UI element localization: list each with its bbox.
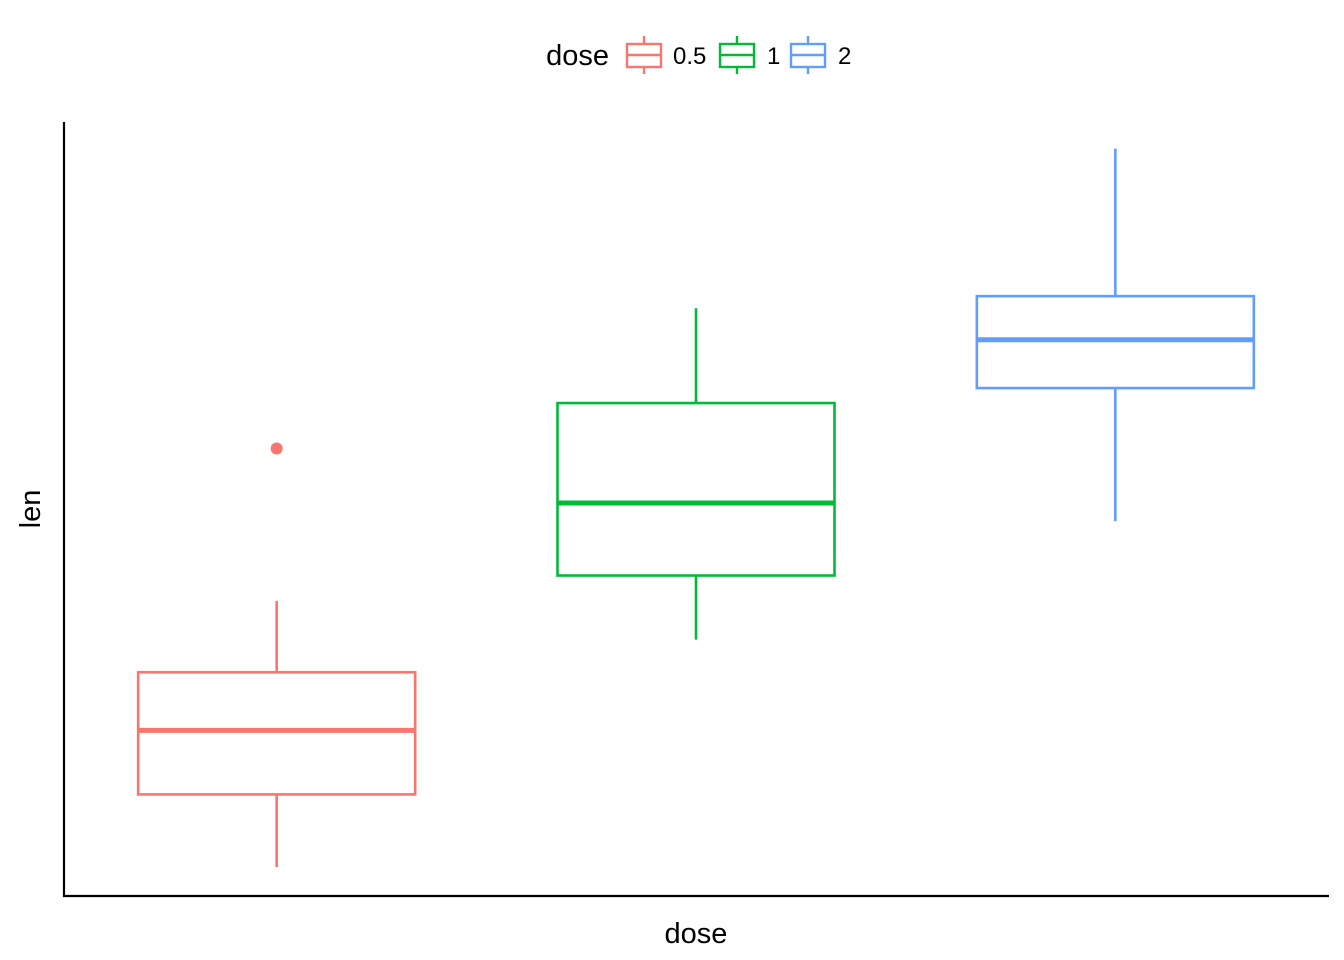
box-2 <box>975 148 1256 522</box>
y-axis-title: len <box>15 490 47 529</box>
outlier-point <box>270 442 283 455</box>
legend-key-2 <box>789 36 827 74</box>
legend-label: 0.5 <box>673 43 706 70</box>
plot-area <box>136 148 1256 867</box>
legend-label: 1 <box>767 43 780 70</box>
box-1 <box>556 308 836 640</box>
box-body <box>136 670 417 796</box>
box-body <box>556 401 836 577</box>
x-axis-title: dose <box>665 918 728 950</box>
legend-item-0.5: 0.5 <box>625 36 706 74</box>
box-0.5 <box>136 442 417 867</box>
legend-key-1 <box>718 36 756 74</box>
legend-title: dose <box>546 40 609 72</box>
legend-item-1: 1 <box>718 36 780 74</box>
legend-item-2: 2 <box>789 36 851 74</box>
legend-key-0.5 <box>625 36 663 74</box>
legend: dose 0.5 1 2 <box>546 36 851 74</box>
legend-label: 2 <box>838 43 851 70</box>
